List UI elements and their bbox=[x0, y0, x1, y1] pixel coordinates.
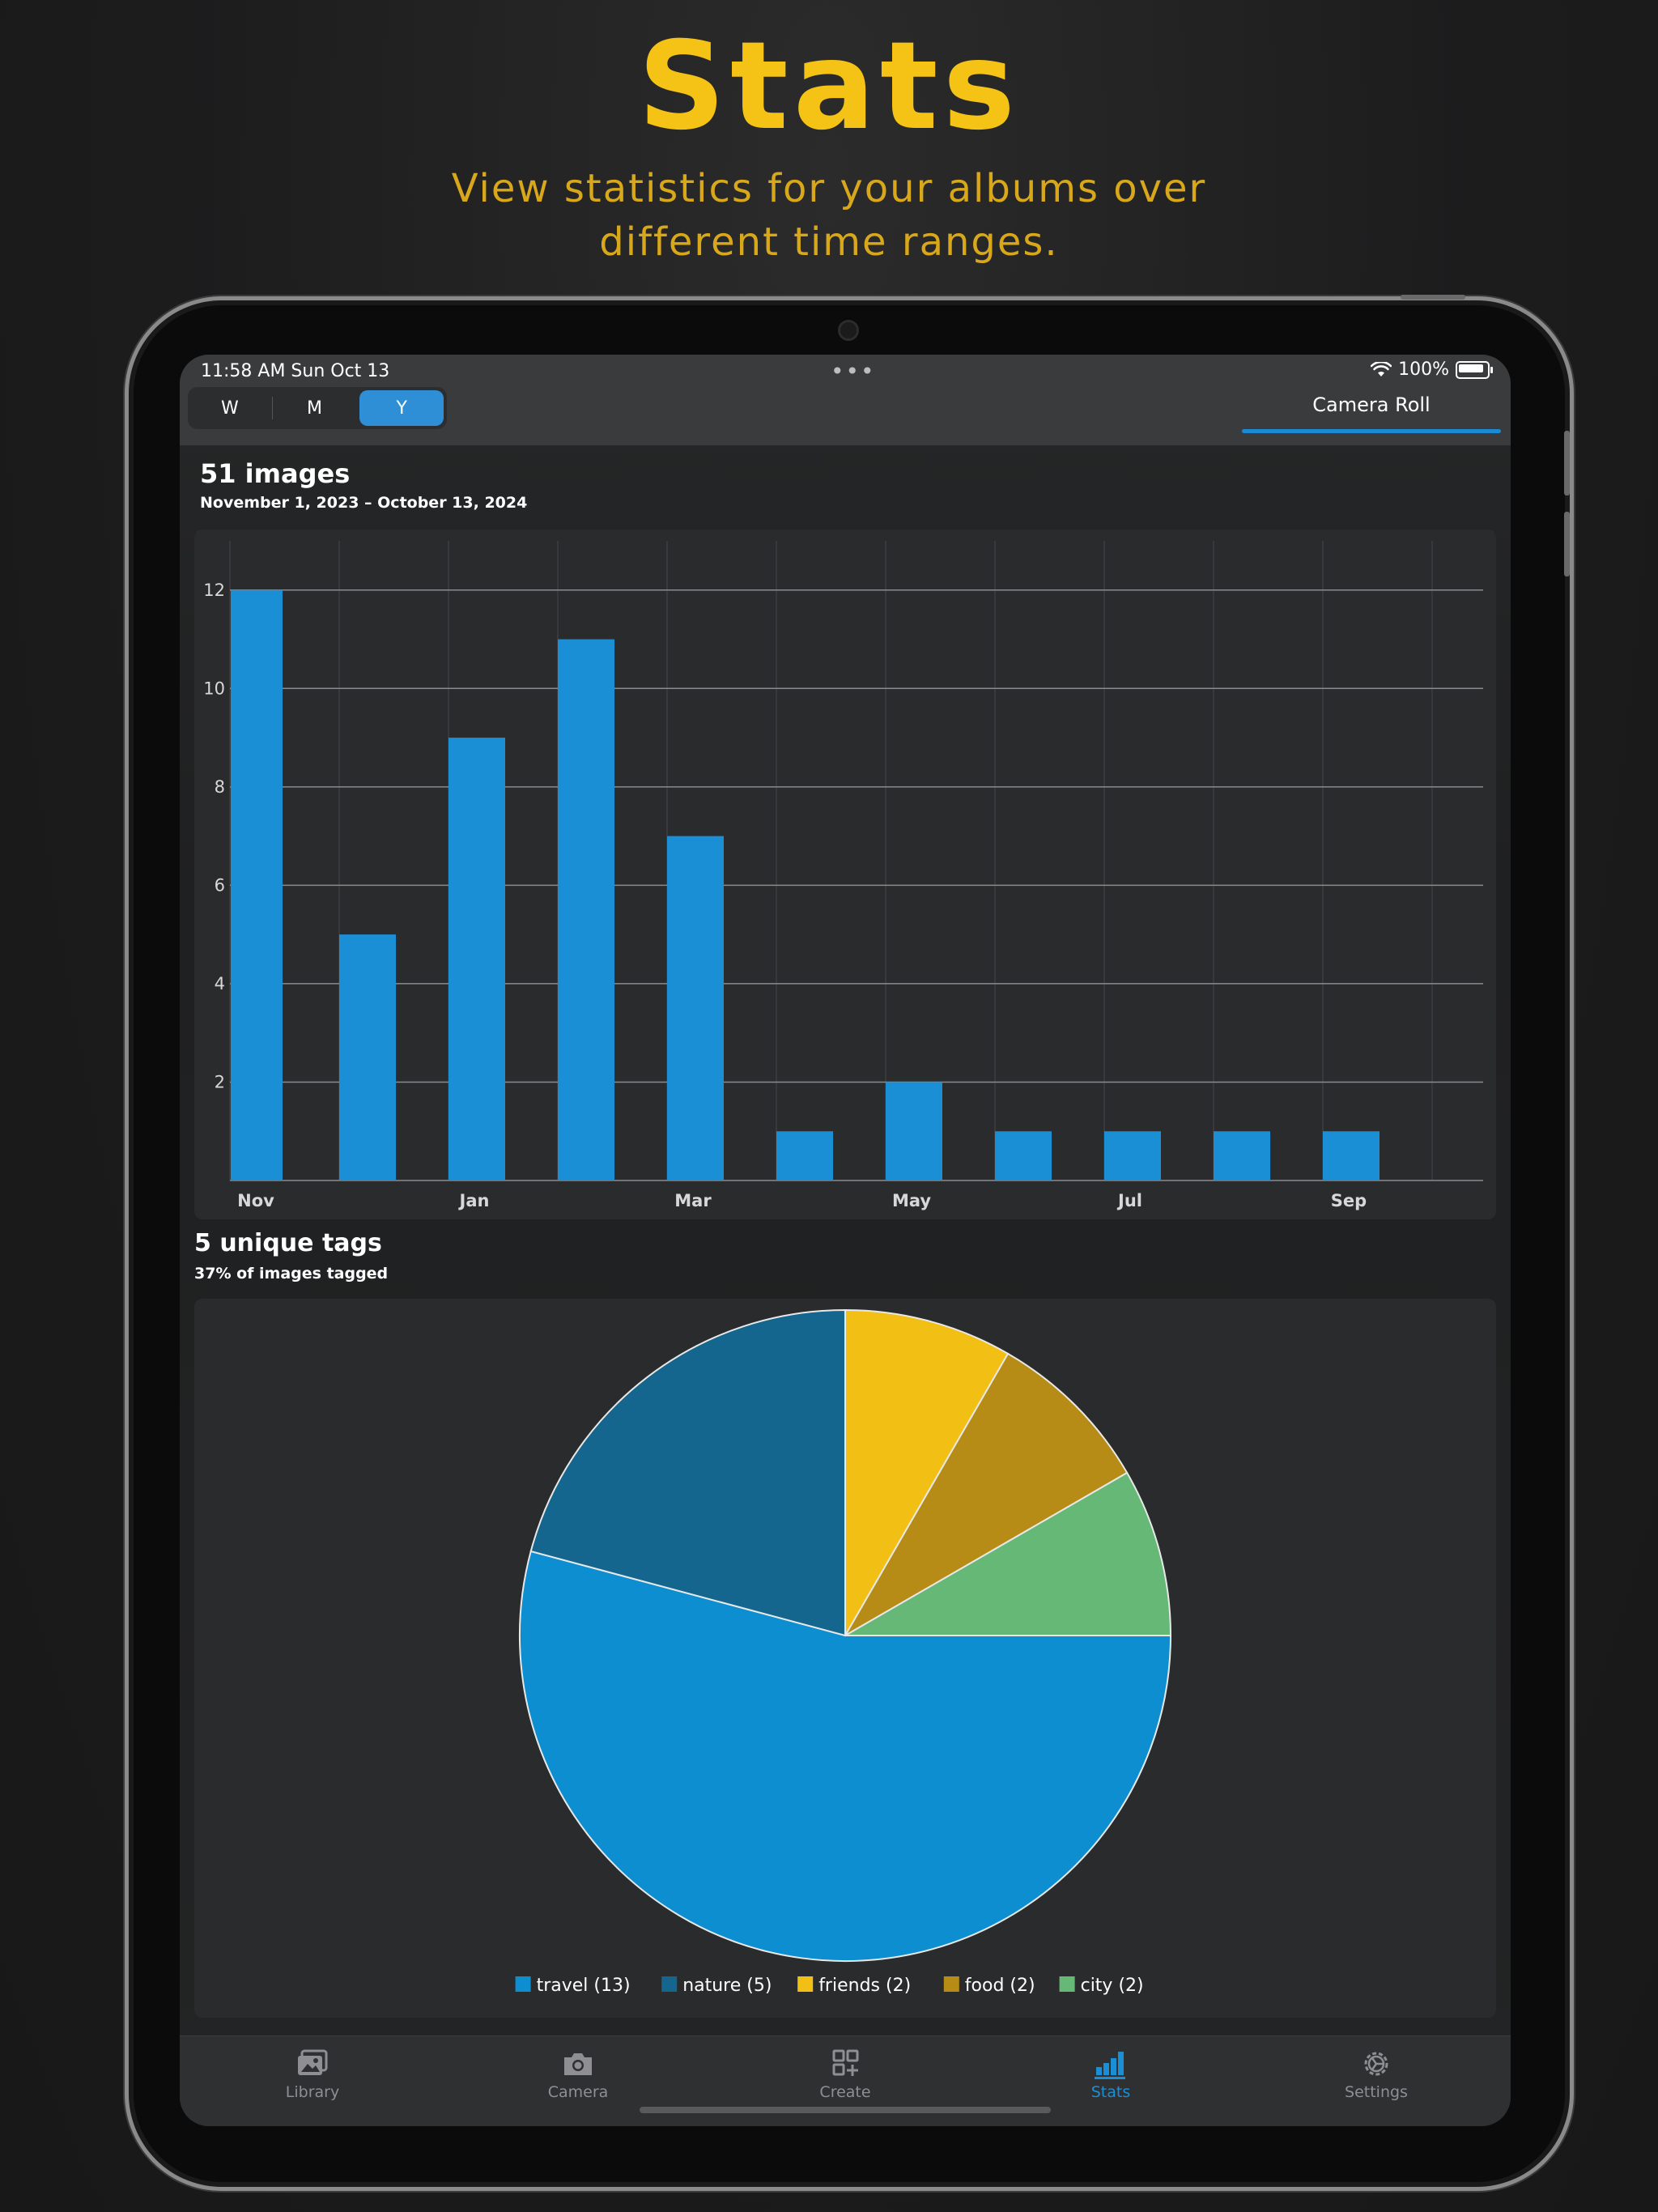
volume-up-button bbox=[1564, 431, 1570, 496]
tab-stats-label: Stats bbox=[1090, 2083, 1131, 2101]
bar-jan bbox=[449, 738, 505, 1180]
y-tick-label: 12 bbox=[203, 581, 225, 600]
legend-label: food (2) bbox=[965, 1976, 1035, 1996]
gear-icon bbox=[1364, 2052, 1388, 2076]
x-tick-label: May bbox=[892, 1191, 931, 1210]
range-selector: W M Y bbox=[188, 387, 447, 429]
status-time: 11:58 AM Sun Oct 13 bbox=[201, 361, 390, 381]
legend-label: nature (5) bbox=[682, 1976, 772, 1996]
y-tick-label: 2 bbox=[215, 1072, 225, 1091]
legend-swatch-friends bbox=[797, 1976, 814, 1992]
grid-plus-icon bbox=[832, 2049, 859, 2076]
images-count: 51 images bbox=[200, 458, 351, 489]
promo-subtitle: View statistics for your albums over dif… bbox=[451, 166, 1207, 265]
front-camera bbox=[838, 320, 859, 341]
bar-sep bbox=[1323, 1131, 1380, 1180]
pie-slice-city bbox=[842, 1471, 1172, 1636]
pie-slice-nature bbox=[529, 1308, 846, 1637]
app-screen: 11:58 AM Sun Oct 13 ••• 100% W M Y Camer… bbox=[180, 355, 1511, 2126]
tab-library-label: Library bbox=[285, 2083, 340, 2101]
pie-slice-friends bbox=[844, 1308, 1010, 1639]
tagged-percentage: 37% of images tagged bbox=[194, 1265, 389, 1283]
tab-settings[interactable]: Settings bbox=[1312, 2048, 1441, 2101]
bar-jun bbox=[995, 1131, 1052, 1180]
tab-camera-roll-indicator bbox=[1242, 429, 1501, 433]
bar-chart-card: 2 4 6 8 10 12 Nov Jan Mar May Jul Sep bbox=[194, 530, 1496, 1219]
bar-mar bbox=[667, 836, 724, 1180]
tab-camera[interactable]: Camera bbox=[513, 2048, 643, 2101]
bar-aug bbox=[1214, 1131, 1270, 1180]
tags-count: 5 unique tags bbox=[194, 1229, 382, 1257]
bar-jul bbox=[1104, 1131, 1161, 1180]
bar-apr bbox=[776, 1131, 833, 1180]
bar-chart-icon bbox=[1095, 2052, 1125, 2079]
wifi-icon bbox=[1371, 361, 1392, 376]
bar-chart: 2 4 6 8 10 12 Nov Jan Mar May Jul Sep bbox=[203, 541, 1483, 1210]
tab-settings-label: Settings bbox=[1345, 2083, 1408, 2101]
tab-camera-label: Camera bbox=[547, 2083, 609, 2101]
legend-label: travel (13) bbox=[537, 1976, 631, 1996]
images-date-range: November 1, 2023 – October 13, 2024 bbox=[200, 494, 528, 512]
photo-library-icon bbox=[298, 2049, 328, 2075]
legend-swatch-travel bbox=[515, 1976, 531, 1992]
legend-swatch-city bbox=[1059, 1976, 1075, 1992]
x-tick-label: Sep bbox=[1331, 1191, 1367, 1210]
top-button bbox=[1401, 295, 1465, 300]
status-right: 100% bbox=[1371, 359, 1493, 380]
y-tick-label: 6 bbox=[215, 875, 225, 895]
y-tick-label: 4 bbox=[215, 974, 225, 993]
pie-slice-travel bbox=[519, 1550, 1172, 1962]
tab-create-label: Create bbox=[819, 2083, 871, 2101]
multitasking-dots-icon[interactable]: ••• bbox=[831, 358, 876, 385]
legend-swatch-food bbox=[943, 1976, 959, 1992]
tab-camera-roll[interactable]: Camera Roll bbox=[1312, 393, 1431, 416]
bar-nov bbox=[231, 589, 283, 1180]
range-month-button[interactable]: M bbox=[307, 398, 322, 419]
tab-create[interactable]: Create bbox=[780, 2048, 910, 2101]
tab-stats[interactable]: Stats bbox=[1046, 2048, 1175, 2101]
bar-feb bbox=[558, 639, 614, 1180]
x-tick-label: Jan bbox=[458, 1191, 490, 1210]
battery-icon bbox=[1456, 360, 1493, 379]
pie-chart: travel (13) nature (5) friends (2) food (2)… bbox=[515, 1308, 1172, 1996]
legend-label: city (2) bbox=[1081, 1976, 1144, 1996]
y-tick-label: 8 bbox=[215, 777, 225, 797]
home-indicator bbox=[640, 2107, 1051, 2113]
x-tick-label: Jul bbox=[1116, 1191, 1142, 1210]
segment-divider bbox=[271, 397, 273, 419]
x-tick-label: Mar bbox=[674, 1191, 712, 1210]
pie-chart-card: travel (13) nature (5) friends (2) food (2)… bbox=[194, 1299, 1496, 2018]
legend-label: friends (2) bbox=[818, 1976, 911, 1996]
x-tick-label: Nov bbox=[237, 1191, 274, 1210]
promo-title: Stats bbox=[638, 16, 1020, 157]
camera-icon bbox=[564, 2053, 592, 2075]
battery-percent: 100% bbox=[1398, 359, 1449, 380]
bar-dec bbox=[339, 934, 396, 1180]
y-tick-label: 10 bbox=[203, 678, 225, 698]
volume-down-button bbox=[1564, 512, 1570, 576]
bar-may bbox=[886, 1082, 942, 1180]
range-week-button[interactable]: W bbox=[220, 398, 239, 419]
range-year-button[interactable]: Y bbox=[359, 390, 444, 426]
tab-library[interactable]: Library bbox=[248, 2048, 377, 2101]
pie-slice-food bbox=[843, 1352, 1129, 1638]
top-bar: 11:58 AM Sun Oct 13 ••• 100% W M Y Camer… bbox=[180, 355, 1511, 445]
legend-swatch-nature bbox=[661, 1976, 678, 1992]
